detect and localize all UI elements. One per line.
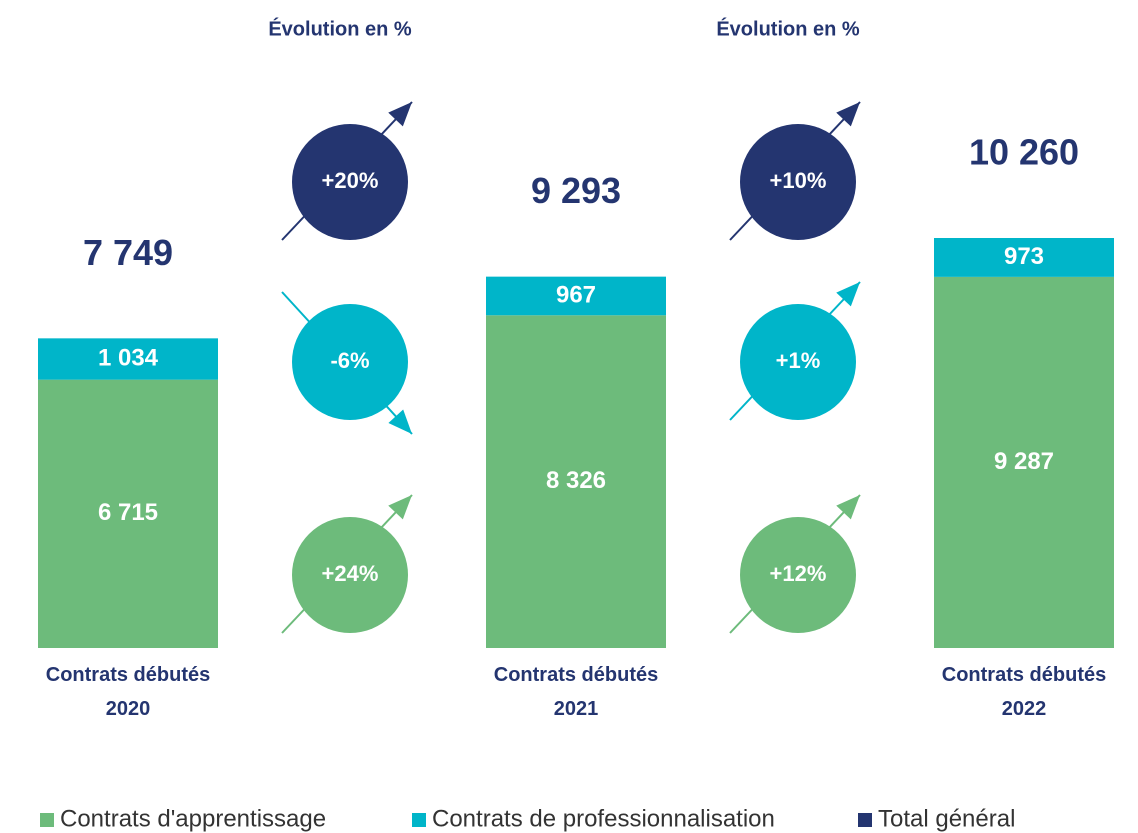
bar-segment xyxy=(38,338,218,380)
arrow-head xyxy=(836,282,860,307)
evolution-label: +1% xyxy=(776,348,821,373)
evolution-title: Évolution en % xyxy=(716,17,860,40)
legend-swatch xyxy=(858,813,872,827)
evolution-label: +10% xyxy=(770,168,827,193)
evolution-circle xyxy=(292,517,408,633)
total-label: 10 260 xyxy=(969,132,1079,173)
category-label: Contrats débutés 2020 xyxy=(45,664,211,720)
category-label: Contrats débutés 2022 xyxy=(941,664,1107,720)
arrow-head xyxy=(388,102,412,127)
value-label: 973 xyxy=(1004,243,1044,270)
arrow-head xyxy=(388,495,412,520)
bar-segment xyxy=(934,238,1114,277)
bar-segment xyxy=(486,276,666,316)
value-label: 8 326 xyxy=(546,467,606,494)
evolution-circle xyxy=(292,124,408,240)
value-label: 9 287 xyxy=(994,448,1054,475)
legend-swatch xyxy=(412,813,426,827)
evolution-circle xyxy=(740,304,856,420)
legend-label: Contrats de professionnalisation xyxy=(432,805,775,832)
total-label: 7 749 xyxy=(83,232,173,273)
evolution-title: Évolution en % xyxy=(268,17,412,40)
bar-segment xyxy=(486,315,666,648)
arrow-head xyxy=(388,409,412,434)
legend-swatch xyxy=(40,813,54,827)
category-label: Contrats débutés 2021 xyxy=(493,664,659,720)
value-label: 1 034 xyxy=(98,344,159,371)
evolution-label: -6% xyxy=(330,348,369,373)
legend-label: Total général xyxy=(878,805,1015,832)
evolution-circle xyxy=(292,304,408,420)
bar-segment xyxy=(934,276,1114,648)
arrow-head xyxy=(836,495,860,520)
evolution-label: +20% xyxy=(322,168,379,193)
arrow-head xyxy=(836,102,860,127)
total-label: 9 293 xyxy=(531,170,621,211)
evolution-label: +24% xyxy=(322,561,379,586)
bar-segment xyxy=(38,379,218,648)
value-label: 6 715 xyxy=(98,499,158,526)
legend-label: Contrats d'apprentissage xyxy=(60,805,326,832)
evolution-circle xyxy=(740,124,856,240)
evolution-label: +12% xyxy=(770,561,827,586)
value-label: 967 xyxy=(556,281,596,308)
evolution-circle xyxy=(740,517,856,633)
